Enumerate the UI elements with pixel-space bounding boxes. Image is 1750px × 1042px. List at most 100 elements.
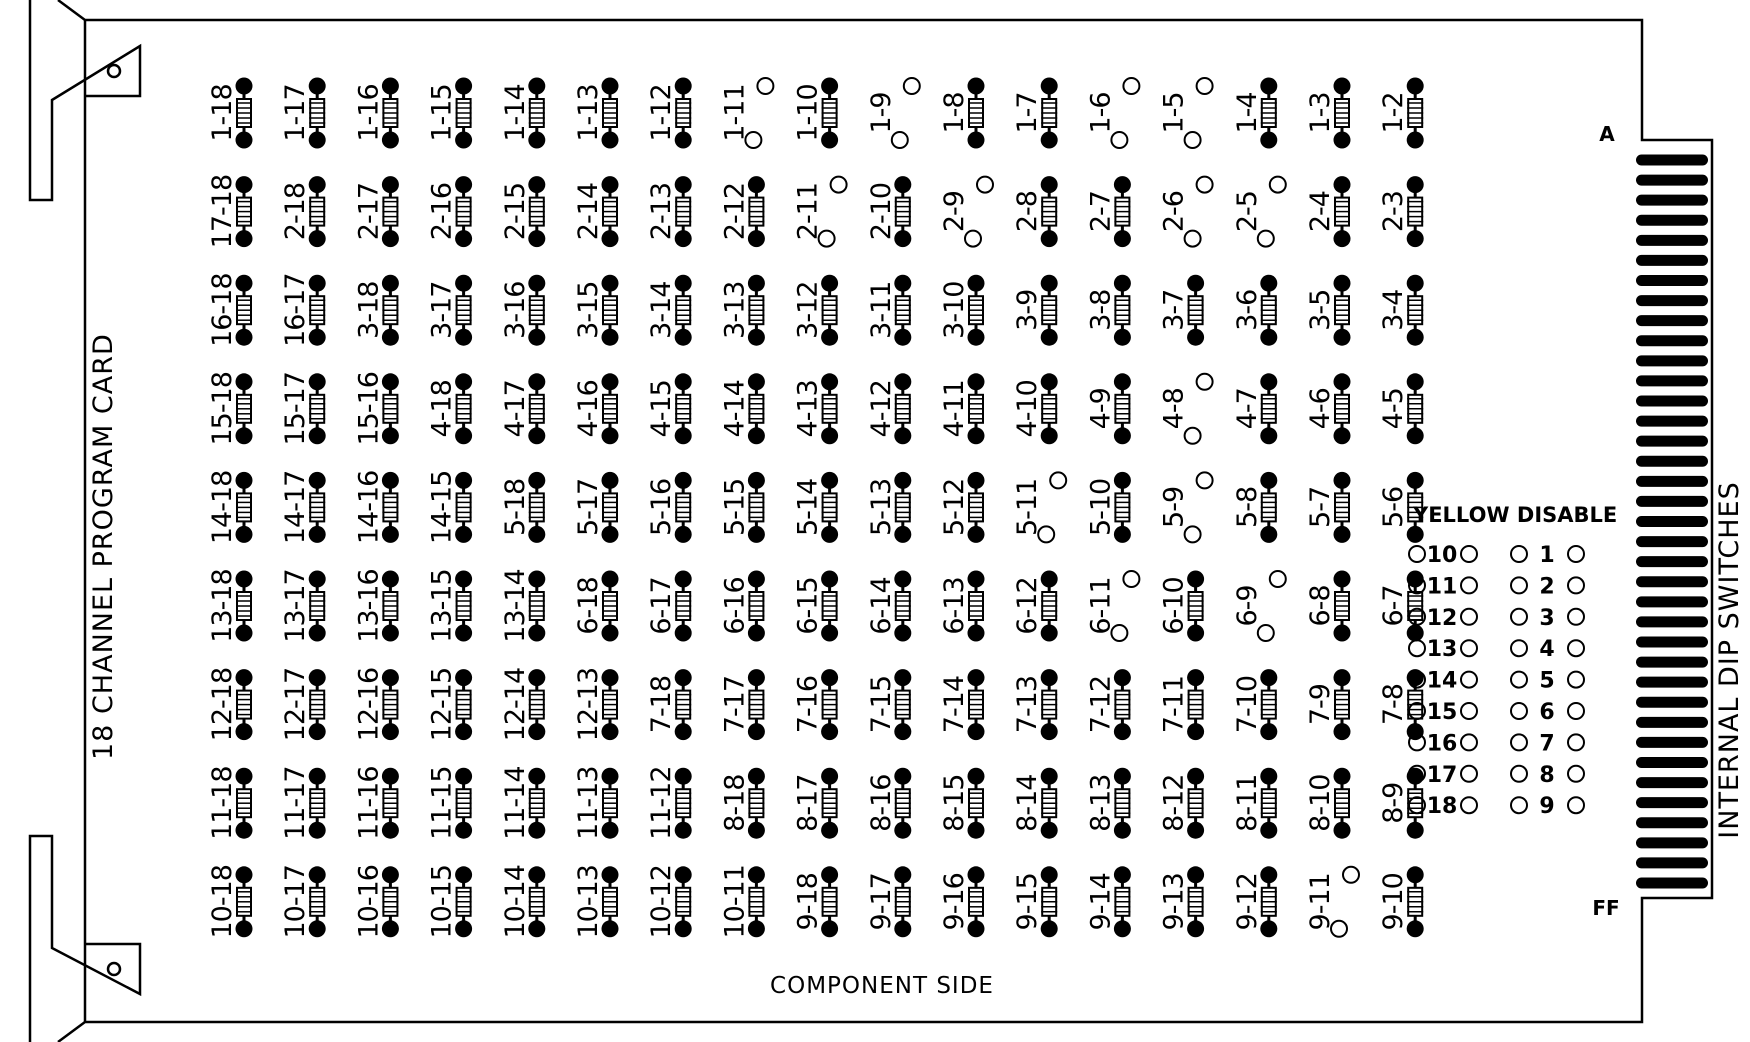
position-label: 9-15	[1012, 873, 1043, 930]
jumper-pad	[601, 525, 619, 543]
jumper-pad	[1040, 767, 1058, 785]
position-label: 3-8	[1085, 290, 1116, 331]
jumper-5-10: 5-10	[1085, 471, 1131, 543]
jumper-4-17: 4-17	[500, 373, 546, 445]
jumper-3-16: 3-16	[500, 274, 546, 346]
jumper-pad	[674, 767, 692, 785]
position-label: 7-9	[1305, 684, 1336, 725]
yd-number: 12	[1427, 606, 1458, 631]
jumper-pad	[894, 373, 912, 391]
jumper-pad	[1406, 920, 1424, 938]
jumper-2-10: 2-10	[866, 176, 912, 248]
position-label: 8-16	[866, 775, 897, 832]
jumper-10-17: 10-17	[280, 865, 326, 939]
open-pad	[976, 175, 994, 194]
jumper-10-12: 10-12	[646, 865, 692, 939]
jumper-3-15: 3-15	[573, 274, 619, 346]
position-label: 1-7	[1012, 92, 1043, 133]
jumper-pad	[1260, 427, 1278, 445]
jumper-pad	[1260, 821, 1278, 839]
jumper-6-18: 6-18	[573, 570, 619, 642]
jumper-pad	[381, 624, 399, 642]
open-pad	[1110, 131, 1129, 149]
position-label: 1-11	[719, 84, 750, 141]
jumper-2-9: 2-9	[939, 175, 994, 248]
position-label: 6-14	[866, 577, 897, 634]
yd-pad	[1408, 639, 1426, 658]
position-label: 10-12	[646, 865, 677, 938]
open-pad	[1268, 175, 1287, 194]
jumper-pad	[1187, 570, 1205, 588]
position-label: 11-17	[280, 766, 311, 839]
jumper-10-15: 10-15	[427, 865, 473, 939]
jumper-pad	[601, 723, 619, 741]
edge-finger	[1636, 174, 1708, 186]
jumper-7-8: 7-8	[1378, 669, 1424, 741]
jumper-pad	[674, 624, 692, 642]
jumper-pad	[235, 723, 253, 741]
jumper-pad	[1260, 723, 1278, 741]
position-label: 2-8	[1012, 191, 1043, 232]
jumper-4-13: 4-13	[793, 373, 839, 445]
jumper-pad	[747, 821, 765, 839]
jumper-pad	[1187, 328, 1205, 346]
jumper-8-13: 8-13	[1085, 767, 1131, 839]
jumper-pad	[894, 624, 912, 642]
edge-finger	[1636, 696, 1708, 708]
yellow-disable-row: 15 6	[1408, 700, 1585, 725]
yd-pad	[1460, 607, 1478, 626]
jumper-8-16: 8-16	[866, 767, 912, 839]
edge-finger	[1636, 234, 1708, 246]
jumper-16-18: 16-18	[207, 273, 253, 347]
yd-pad	[1567, 639, 1585, 658]
position-label: 3-15	[573, 282, 604, 339]
jumper-pad	[235, 570, 253, 588]
jumper-1-18: 1-18	[207, 77, 253, 149]
jumper-pad	[674, 570, 692, 588]
yd-pad	[1460, 639, 1478, 658]
position-label: 1-12	[646, 84, 677, 141]
position-label: 2-17	[353, 183, 384, 240]
position-label: 11-12	[646, 766, 677, 839]
yd-number: 18	[1427, 794, 1458, 819]
edge-finger	[1636, 636, 1708, 648]
position-label: 3-6	[1232, 290, 1263, 331]
jumper-2-13: 2-13	[646, 176, 692, 248]
jumper-11-12: 11-12	[646, 766, 692, 840]
position-label: 6-7	[1378, 585, 1409, 626]
jumper-6-9: 6-9	[1232, 570, 1287, 642]
position-label: 12-16	[353, 668, 384, 741]
jumper-5-15: 5-15	[719, 471, 765, 543]
yd-pad	[1460, 796, 1478, 815]
jumper-pad	[455, 328, 473, 346]
yd-pad	[1567, 702, 1585, 720]
jumper-12-16: 12-16	[353, 668, 399, 741]
position-label: 4-14	[719, 380, 750, 437]
edge-finger	[1636, 536, 1708, 548]
jumper-pad	[235, 821, 253, 839]
yd-number: 2	[1539, 574, 1554, 599]
yd-pad	[1460, 576, 1478, 595]
jumper-pad	[601, 767, 619, 785]
position-label: 6-12	[1012, 577, 1043, 634]
jumper-7-11: 7-11	[1159, 669, 1205, 741]
jumper-4-10: 4-10	[1012, 373, 1058, 445]
jumper-pad	[1187, 669, 1205, 687]
jumper-pad	[674, 723, 692, 741]
open-pad	[1195, 175, 1214, 194]
position-label: 7-12	[1085, 676, 1116, 733]
jumper-pad	[1406, 328, 1424, 346]
jumper-pad	[601, 866, 619, 884]
jumper-6-8: 6-8	[1305, 570, 1351, 642]
open-pad	[1037, 525, 1056, 544]
jumper-3-7: 3-7	[1159, 274, 1205, 346]
internal-dip-switches-label: INTERNAL DIP SWITCHES	[1714, 481, 1745, 838]
jumper-pad	[235, 920, 253, 938]
jumper-pad	[674, 920, 692, 938]
edge-finger	[1636, 475, 1708, 487]
jumper-pad	[308, 427, 326, 445]
position-label: 13-15	[427, 569, 458, 642]
jumper-pad	[1040, 624, 1058, 642]
jumper-pad	[1113, 176, 1131, 194]
jumper-pad	[455, 624, 473, 642]
